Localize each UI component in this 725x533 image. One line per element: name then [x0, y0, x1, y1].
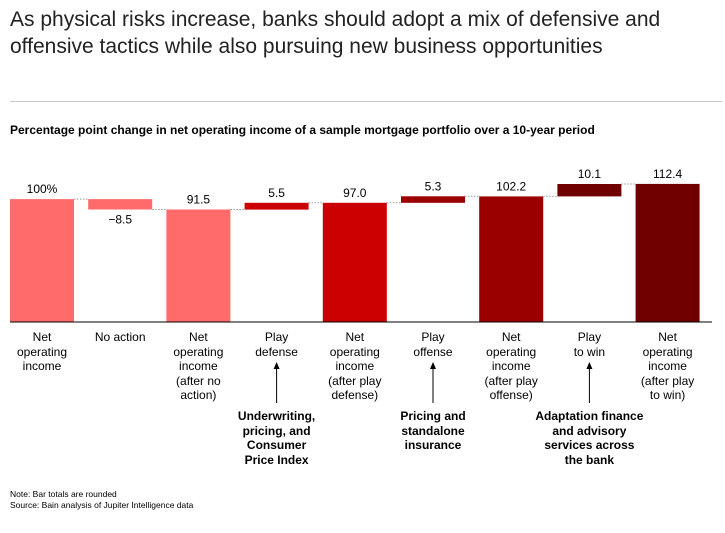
- value-label-1: 100%: [27, 182, 58, 196]
- bar-6: [401, 196, 465, 203]
- category-label-3: Net operating income (after no action): [173, 330, 224, 402]
- headline: As physical risks increase, banks should…: [10, 8, 661, 58]
- category-label-9: Net operating income (after play to win): [640, 330, 695, 402]
- value-label-2: −8.5: [108, 213, 132, 227]
- annotation-2: Pricing and standalone insurance: [400, 409, 466, 452]
- value-label-8: 10.1: [578, 167, 602, 181]
- value-label-9: 112.4: [653, 167, 682, 181]
- category-label-6: Play offense: [413, 330, 453, 359]
- category-label-1: Net operating income: [16, 330, 68, 373]
- category-label-2: No action: [94, 330, 146, 344]
- value-label-3: 91.5: [187, 193, 211, 207]
- bar-9: [635, 183, 700, 322]
- category-label-7: Net operating income (after play offense): [484, 330, 538, 402]
- annotation-arrowhead-3: [586, 362, 593, 369]
- bar-5: [322, 202, 387, 322]
- headline-divider: [10, 101, 722, 102]
- bar-1: [10, 199, 74, 322]
- value-label-6: 5.3: [425, 179, 442, 193]
- value-label-5: 97.0: [343, 186, 367, 200]
- category-label-5: Net operating income (after play defense): [328, 330, 382, 402]
- annotation-arrowhead-2: [430, 362, 436, 369]
- value-label-7: 102.2: [496, 179, 526, 193]
- bar-7: [479, 196, 544, 322]
- category-label-4: Play defense: [255, 330, 298, 359]
- bar-2: [88, 199, 153, 210]
- value-label-4: 5.5: [268, 186, 285, 200]
- annotation-3: Adaptation finance and advisory services a…: [535, 409, 644, 467]
- bar-8: [557, 184, 622, 197]
- footnote-note: Note: Bar totals are rounded: [10, 489, 117, 499]
- category-label-8: Play to win: [573, 330, 606, 359]
- chart-title: Percentage point change in net operating…: [10, 123, 595, 137]
- bar-3: [166, 209, 231, 322]
- bar-4: [244, 202, 309, 210]
- annotation-1: Underwriting, pricing, and Consumer Price I…: [237, 409, 316, 467]
- annotation-arrowhead-1: [273, 362, 280, 369]
- footnote-source: Source: Bain analysis of Jupiter Intelli…: [10, 500, 194, 510]
